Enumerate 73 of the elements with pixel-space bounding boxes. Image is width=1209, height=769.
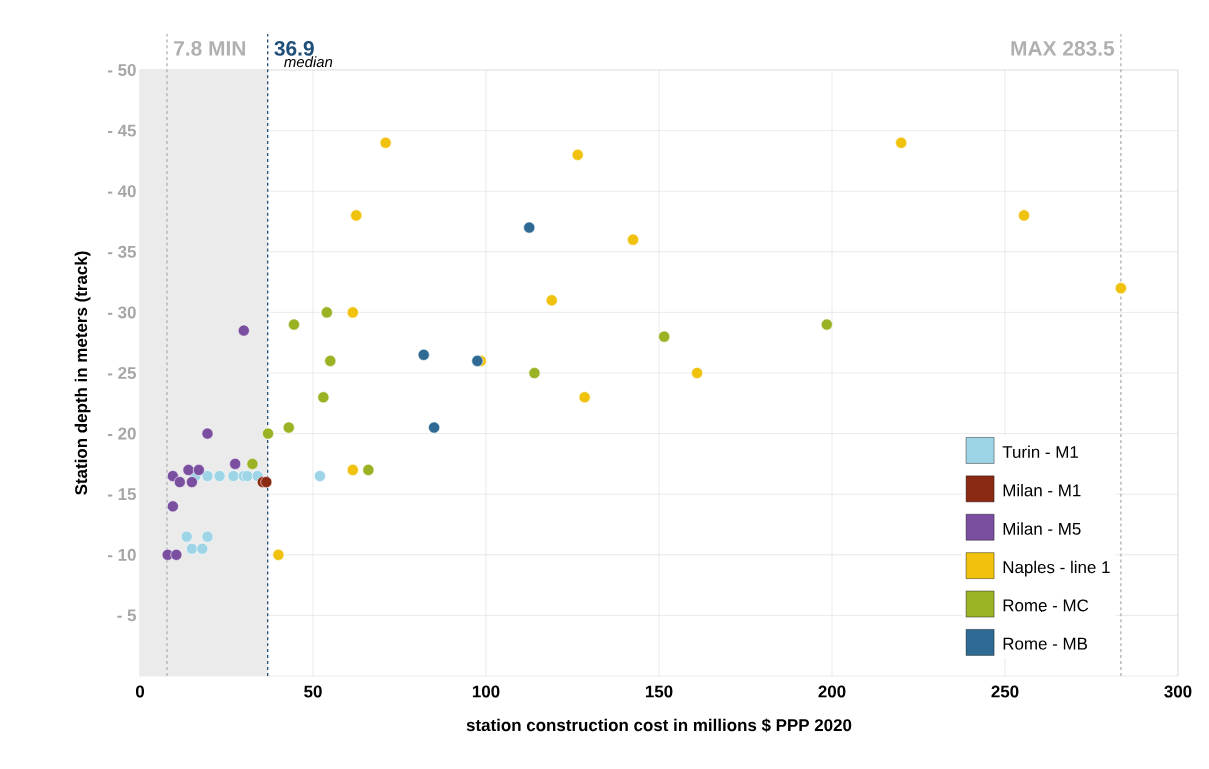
point [523, 221, 536, 234]
point [246, 458, 259, 470]
point [346, 306, 359, 319]
y-tick-label: - 30 [107, 306, 136, 319]
legend-label: Turin - M1 [1002, 445, 1078, 458]
y-tick-label: - 10 [107, 548, 136, 561]
point [170, 548, 183, 561]
point [192, 464, 205, 476]
y-tick-label: - 50 [107, 64, 136, 76]
x-axis-title: station construction cost in millions $ PPP 2020 [466, 718, 852, 733]
point [578, 391, 591, 404]
point [314, 470, 326, 482]
point [691, 367, 703, 379]
point [180, 530, 193, 543]
x-tick-label: 150 [645, 685, 673, 698]
x-tick-label: 200 [818, 685, 846, 698]
point [346, 464, 359, 476]
x-tick-label: 0 [135, 685, 145, 698]
y-tick-label: - 25 [107, 367, 136, 380]
point [196, 542, 209, 555]
point [627, 233, 639, 246]
ref-line-label: MAX 283.5 [1011, 40, 1115, 56]
point [237, 324, 250, 337]
x-tick-label: 50 [304, 685, 322, 698]
point [282, 421, 295, 434]
annotation: median [284, 56, 333, 68]
point [201, 470, 214, 482]
point [173, 476, 186, 488]
point [320, 306, 333, 319]
y-axis-title: Station depth in meters (track) [74, 251, 91, 495]
legend-label: Naples - line 1 [1003, 560, 1110, 577]
x-tick-label: 300 [1164, 685, 1192, 698]
point [545, 294, 558, 307]
point [1115, 282, 1127, 295]
point [260, 476, 273, 488]
point [262, 427, 274, 440]
point [186, 542, 198, 555]
point [201, 427, 214, 440]
point [350, 209, 363, 222]
y-tick-label: - 40 [107, 185, 136, 198]
point [272, 548, 285, 561]
point [186, 476, 198, 488]
point [213, 470, 226, 482]
legend-label: Rome - MB [1003, 637, 1087, 650]
legend-label: Rome - MC [1003, 599, 1089, 612]
legend-label: Milan - M1 [1003, 483, 1081, 497]
y-tick-label: - 5 [117, 609, 136, 622]
point [317, 391, 330, 404]
point [658, 330, 671, 343]
point [428, 421, 440, 434]
point [324, 354, 337, 367]
point [1018, 209, 1030, 222]
point [166, 500, 179, 513]
point [362, 464, 375, 476]
point [895, 136, 908, 149]
y-tick-label: - 35 [107, 245, 136, 258]
legend-label: Milan - M5 [1003, 522, 1081, 535]
point [528, 367, 541, 379]
ref-line-label: 36.9 [274, 40, 314, 56]
point [379, 136, 392, 149]
point [229, 458, 242, 470]
y-tick-label: - 20 [107, 427, 136, 440]
y-tick-label: - 15 [107, 488, 136, 501]
point [820, 318, 833, 331]
y-tick-label: - 45 [107, 124, 136, 137]
x-tick-label: 100 [472, 685, 500, 698]
x-tick-label: 250 [991, 685, 1019, 698]
point [288, 318, 300, 331]
ref-line-label: 7.8 MIN [174, 40, 246, 56]
point [182, 464, 195, 476]
point [417, 348, 430, 361]
point [571, 148, 584, 161]
point [201, 530, 214, 543]
